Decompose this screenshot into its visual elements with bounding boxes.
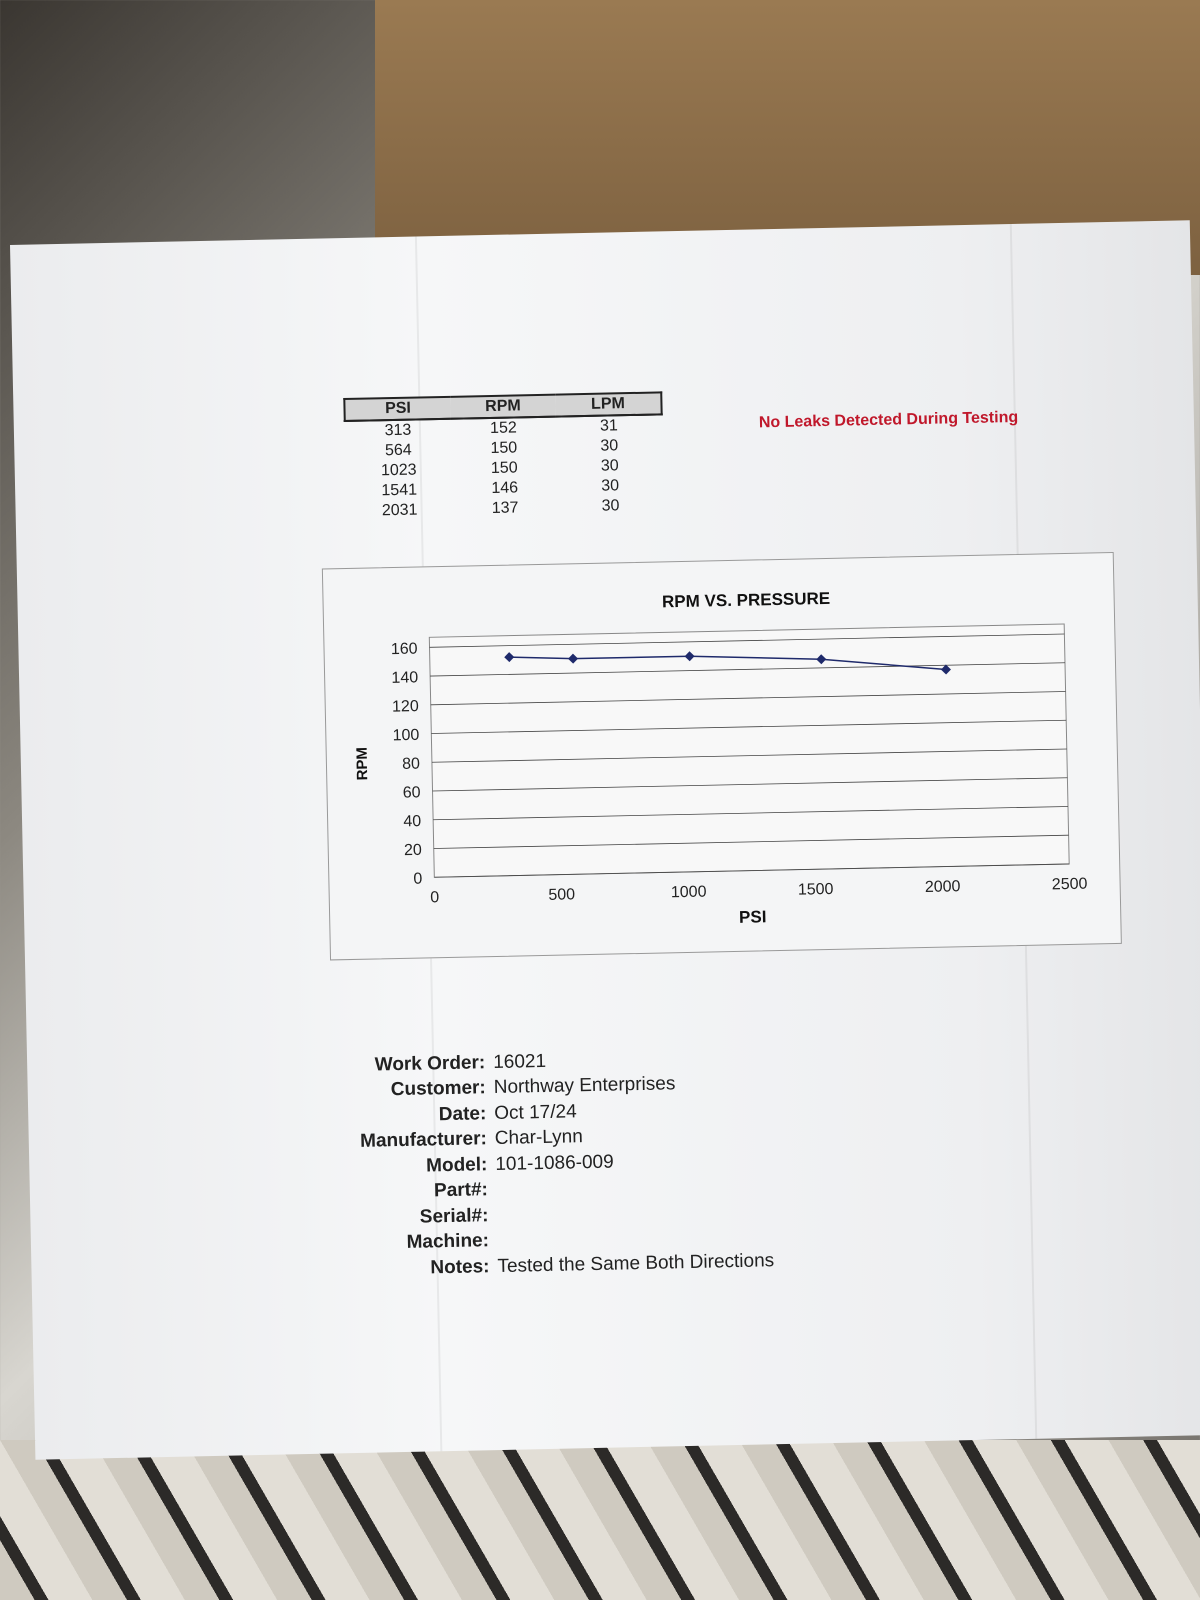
report-fields: Work Order: 16021 Customer: Northway Enterp… — [347, 1044, 774, 1282]
chart-title: RPM VS. PRESSURE — [662, 589, 831, 612]
gridline — [430, 662, 1065, 677]
x-tick-label: 2500 — [1052, 876, 1088, 894]
y-tick-label: 60 — [403, 784, 421, 801]
table-cell: 150 — [490, 459, 518, 477]
table-cell: 150 — [490, 439, 518, 457]
leak-notice: No Leaks Detected During Testing — [758, 408, 1019, 432]
gridline — [431, 748, 1067, 763]
gridline — [434, 863, 1070, 878]
gridline — [433, 834, 1069, 849]
floor-surface — [0, 1440, 1200, 1600]
y-tick-label: 0 — [413, 871, 422, 888]
field-label: Work Order: — [374, 1051, 486, 1076]
field-label: Date: — [438, 1102, 487, 1125]
field-label: Customer: — [390, 1077, 486, 1101]
field-value: Char-Lynn — [494, 1126, 584, 1150]
test-report-sheet: PSI RPM LPM 313 152 31 564 150 30 1023 150 30 1541 1… — [10, 220, 1200, 1460]
field-label: Machine: — [406, 1230, 490, 1254]
x-tick-label: 2000 — [925, 878, 961, 896]
y-tick-label: 80 — [402, 756, 420, 773]
table-cell: 31 — [599, 417, 618, 435]
field-value: Tested the Same Both Directions — [497, 1249, 775, 1277]
gridline — [433, 806, 1068, 821]
data-point — [816, 654, 827, 665]
table-cell: 564 — [384, 441, 412, 460]
table-cell: 30 — [601, 497, 620, 515]
gridline — [432, 777, 1068, 792]
x-tick-label: 1000 — [671, 884, 707, 902]
table-cell: 30 — [600, 457, 619, 475]
table-cell: 2031 — [381, 501, 418, 520]
table-cell: 313 — [384, 421, 412, 440]
x-axis-label: PSI — [739, 907, 767, 927]
data-point — [568, 653, 579, 664]
data-point — [684, 651, 695, 662]
y-tick-label: 40 — [403, 813, 421, 830]
x-tick-label: 0 — [430, 889, 439, 906]
field-label: Notes: — [430, 1255, 490, 1279]
field-value: Northway Enterprises — [493, 1073, 676, 1099]
table-cell: 137 — [491, 499, 519, 517]
column-header: LPM — [555, 392, 662, 417]
x-tick-label: 500 — [548, 886, 575, 904]
gridline — [430, 691, 1066, 706]
field-value: 16021 — [493, 1050, 547, 1073]
field-label: Serial#: — [419, 1204, 489, 1228]
table-cell: 1023 — [380, 461, 417, 480]
field-label: Manufacturer: — [359, 1128, 488, 1153]
gridline — [431, 719, 1067, 734]
y-axis-label: RPM — [354, 747, 372, 781]
table-cell: 1541 — [381, 481, 418, 500]
y-tick-label: 20 — [404, 842, 422, 859]
field-value: Oct 17/24 — [494, 1101, 577, 1124]
data-point — [940, 664, 951, 675]
rpm-pressure-chart: 0 20 40 60 80 100 120 140 160 0 500 1000 1500 2000 250… — [321, 551, 1122, 961]
x-tick-label: 1500 — [798, 881, 834, 899]
y-tick-label: 120 — [392, 698, 419, 716]
table-cell: 30 — [601, 477, 620, 495]
column-header: PSI — [344, 396, 451, 422]
test-data-table: PSI RPM LPM 313 152 31 564 150 30 1023 150 30 1541 1… — [343, 391, 665, 522]
table-cell: 30 — [600, 437, 619, 455]
field-label: Part#: — [433, 1179, 489, 1202]
y-tick-label: 160 — [391, 641, 418, 659]
column-header: RPM — [450, 394, 556, 419]
y-tick-label: 100 — [392, 727, 419, 745]
data-point — [504, 652, 515, 663]
field-value: 101-1086-009 — [495, 1151, 614, 1175]
table-cell: 146 — [491, 479, 519, 497]
gridline — [429, 633, 1065, 648]
chart-svg: 0 20 40 60 80 100 120 140 160 0 500 1000 1500 2000 250… — [354, 589, 1088, 927]
table-cell: 152 — [489, 419, 517, 437]
field-label: Model: — [425, 1153, 488, 1177]
y-tick-label: 140 — [391, 669, 418, 687]
